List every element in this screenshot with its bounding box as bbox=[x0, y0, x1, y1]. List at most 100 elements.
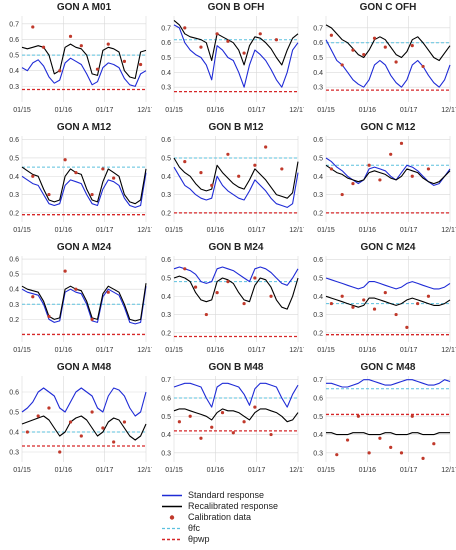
y-tick-label: 0.3 bbox=[313, 450, 323, 457]
x-tick-label: 01/15 bbox=[13, 227, 31, 234]
calibration-point bbox=[90, 317, 94, 321]
x-tick-label: 01/16 bbox=[359, 347, 377, 354]
x-tick-label: 01/17 bbox=[96, 107, 114, 114]
calibration-point bbox=[68, 34, 73, 38]
y-tick-label: 0.5 bbox=[313, 55, 323, 62]
recalibrated-response-line bbox=[21, 166, 147, 205]
calibration-point bbox=[101, 426, 105, 430]
legend-swatch-calibration bbox=[169, 515, 175, 520]
calibration-point bbox=[199, 436, 203, 440]
y-tick-label: 0.5 bbox=[9, 272, 19, 279]
chart-svg: GON B M12 0.2 0.3 0.4 0.5 0.6 01/15 01/16 01/17 1… bbox=[161, 122, 304, 234]
y-tick-label: 0.3 bbox=[313, 85, 323, 92]
chart-svg: GON B M24 0.2 0.3 0.4 0.5 0.6 01/15 01/16 01/17 1… bbox=[161, 242, 304, 354]
calibration-point bbox=[74, 287, 78, 291]
legend-swatch-recalibrated bbox=[162, 505, 182, 508]
calibration-point bbox=[242, 301, 246, 306]
y-tick-label: 0.5 bbox=[161, 55, 171, 62]
chart-panel: GON B M48 0.3 0.4 0.5 0.6 0.7 01/15 01/16 01/17 1… bbox=[152, 360, 304, 480]
calibration-point bbox=[329, 167, 333, 171]
calibration-point bbox=[90, 410, 94, 414]
x-tick-label: 01/15 bbox=[317, 227, 335, 234]
calibration-point bbox=[405, 325, 409, 329]
x-tick-label: 01/15 bbox=[317, 467, 335, 474]
calibration-point bbox=[264, 145, 268, 149]
y-tick-label: 0.4 bbox=[313, 432, 323, 439]
x-tick-label: 01/15 bbox=[317, 107, 335, 114]
x-tick-label: 01/17 bbox=[96, 227, 114, 234]
y-tick-label: 0.6 bbox=[313, 257, 323, 264]
calibration-point bbox=[139, 62, 143, 67]
chart-title: GON B M24 bbox=[208, 242, 263, 253]
legend-label-theta-fc: θfc bbox=[188, 523, 201, 533]
y-tick-label: 0.4 bbox=[313, 294, 323, 301]
y-tick-label: 0.4 bbox=[161, 174, 171, 181]
y-tick-label: 0.4 bbox=[9, 174, 19, 181]
calibration-point bbox=[421, 456, 425, 460]
y-tick-label: 0.6 bbox=[161, 40, 171, 47]
calibration-point bbox=[210, 183, 214, 188]
x-tick-label: 12/17 bbox=[137, 227, 152, 234]
calibration-point bbox=[367, 451, 371, 455]
x-tick-label: 01/17 bbox=[96, 347, 114, 354]
chart-panel: GON A M01 0.3 0.4 0.5 0.6 0.7 01/15 01/16 01/17 1… bbox=[0, 0, 152, 120]
calibration-point bbox=[226, 39, 230, 43]
y-tick-label: 0.4 bbox=[9, 287, 19, 294]
x-tick-label: 01/15 bbox=[13, 347, 31, 354]
calibration-point bbox=[258, 32, 262, 36]
recalibrated-response-line bbox=[173, 157, 299, 199]
calibration-point bbox=[237, 174, 241, 178]
calibration-point bbox=[31, 174, 35, 178]
calibration-point bbox=[199, 170, 203, 175]
x-tick-label: 12/17 bbox=[289, 467, 304, 474]
chart-svg: GON C M48 0.3 0.4 0.5 0.6 0.7 01/15 01/16 01/17 1… bbox=[313, 362, 456, 474]
calibration-point bbox=[389, 152, 393, 156]
standard-response-line bbox=[173, 382, 299, 408]
calibration-point bbox=[351, 48, 355, 52]
calibration-point bbox=[36, 414, 40, 418]
recalibrated-response-line bbox=[325, 295, 451, 308]
x-tick-label: 01/16 bbox=[207, 467, 225, 474]
x-tick-label: 01/16 bbox=[55, 227, 73, 234]
calibration-point bbox=[389, 445, 393, 449]
calibration-point bbox=[112, 176, 116, 180]
standard-response-line bbox=[21, 387, 147, 417]
x-tick-label: 01/16 bbox=[359, 227, 377, 234]
calibration-point bbox=[47, 314, 51, 318]
chart-title: GON C M24 bbox=[360, 242, 415, 253]
calibration-point bbox=[378, 436, 382, 440]
y-tick-label: 0.4 bbox=[313, 70, 323, 77]
y-tick-label: 0.3 bbox=[9, 84, 19, 91]
y-tick-label: 0.5 bbox=[161, 414, 171, 421]
calibration-point bbox=[31, 295, 35, 299]
calibration-point bbox=[231, 431, 235, 435]
y-tick-label: 0.7 bbox=[313, 377, 323, 384]
x-tick-label: 01/15 bbox=[165, 467, 183, 474]
standard-response-line bbox=[173, 24, 299, 88]
legend: Standard response Recalibrated response … bbox=[160, 490, 360, 548]
x-tick-label: 01/16 bbox=[207, 347, 225, 354]
calibration-point bbox=[340, 294, 344, 298]
calibration-point bbox=[183, 26, 187, 30]
x-tick-label: 01/15 bbox=[13, 107, 31, 114]
x-tick-label: 01/15 bbox=[165, 107, 183, 114]
legend-label-theta-pwp: θpwp bbox=[188, 534, 210, 544]
calibration-point bbox=[106, 290, 110, 294]
calibration-point bbox=[269, 432, 273, 437]
chart-title: GON A M12 bbox=[57, 122, 112, 133]
calibration-point bbox=[340, 192, 344, 197]
y-tick-label: 0.3 bbox=[9, 302, 19, 309]
y-tick-label: 0.4 bbox=[9, 68, 19, 75]
y-tick-label: 0.3 bbox=[9, 450, 19, 457]
x-tick-label: 01/16 bbox=[55, 107, 73, 114]
y-tick-label: 0.5 bbox=[313, 414, 323, 421]
calibration-point bbox=[101, 167, 105, 171]
chart-panel: GON A M48 0.3 0.4 0.5 0.6 01/15 01/16 01/17 12/1… bbox=[0, 360, 152, 480]
calibration-point bbox=[79, 434, 83, 438]
y-tick-label: 0.7 bbox=[161, 25, 171, 32]
calibration-point bbox=[183, 160, 187, 164]
recalibrated-response-line bbox=[21, 283, 147, 322]
chart-svg: GON C M24 0.2 0.3 0.4 0.5 0.6 01/15 01/16 01/17 1… bbox=[313, 242, 456, 354]
y-tick-label: 0.2 bbox=[161, 210, 171, 217]
calibration-point bbox=[378, 178, 382, 182]
